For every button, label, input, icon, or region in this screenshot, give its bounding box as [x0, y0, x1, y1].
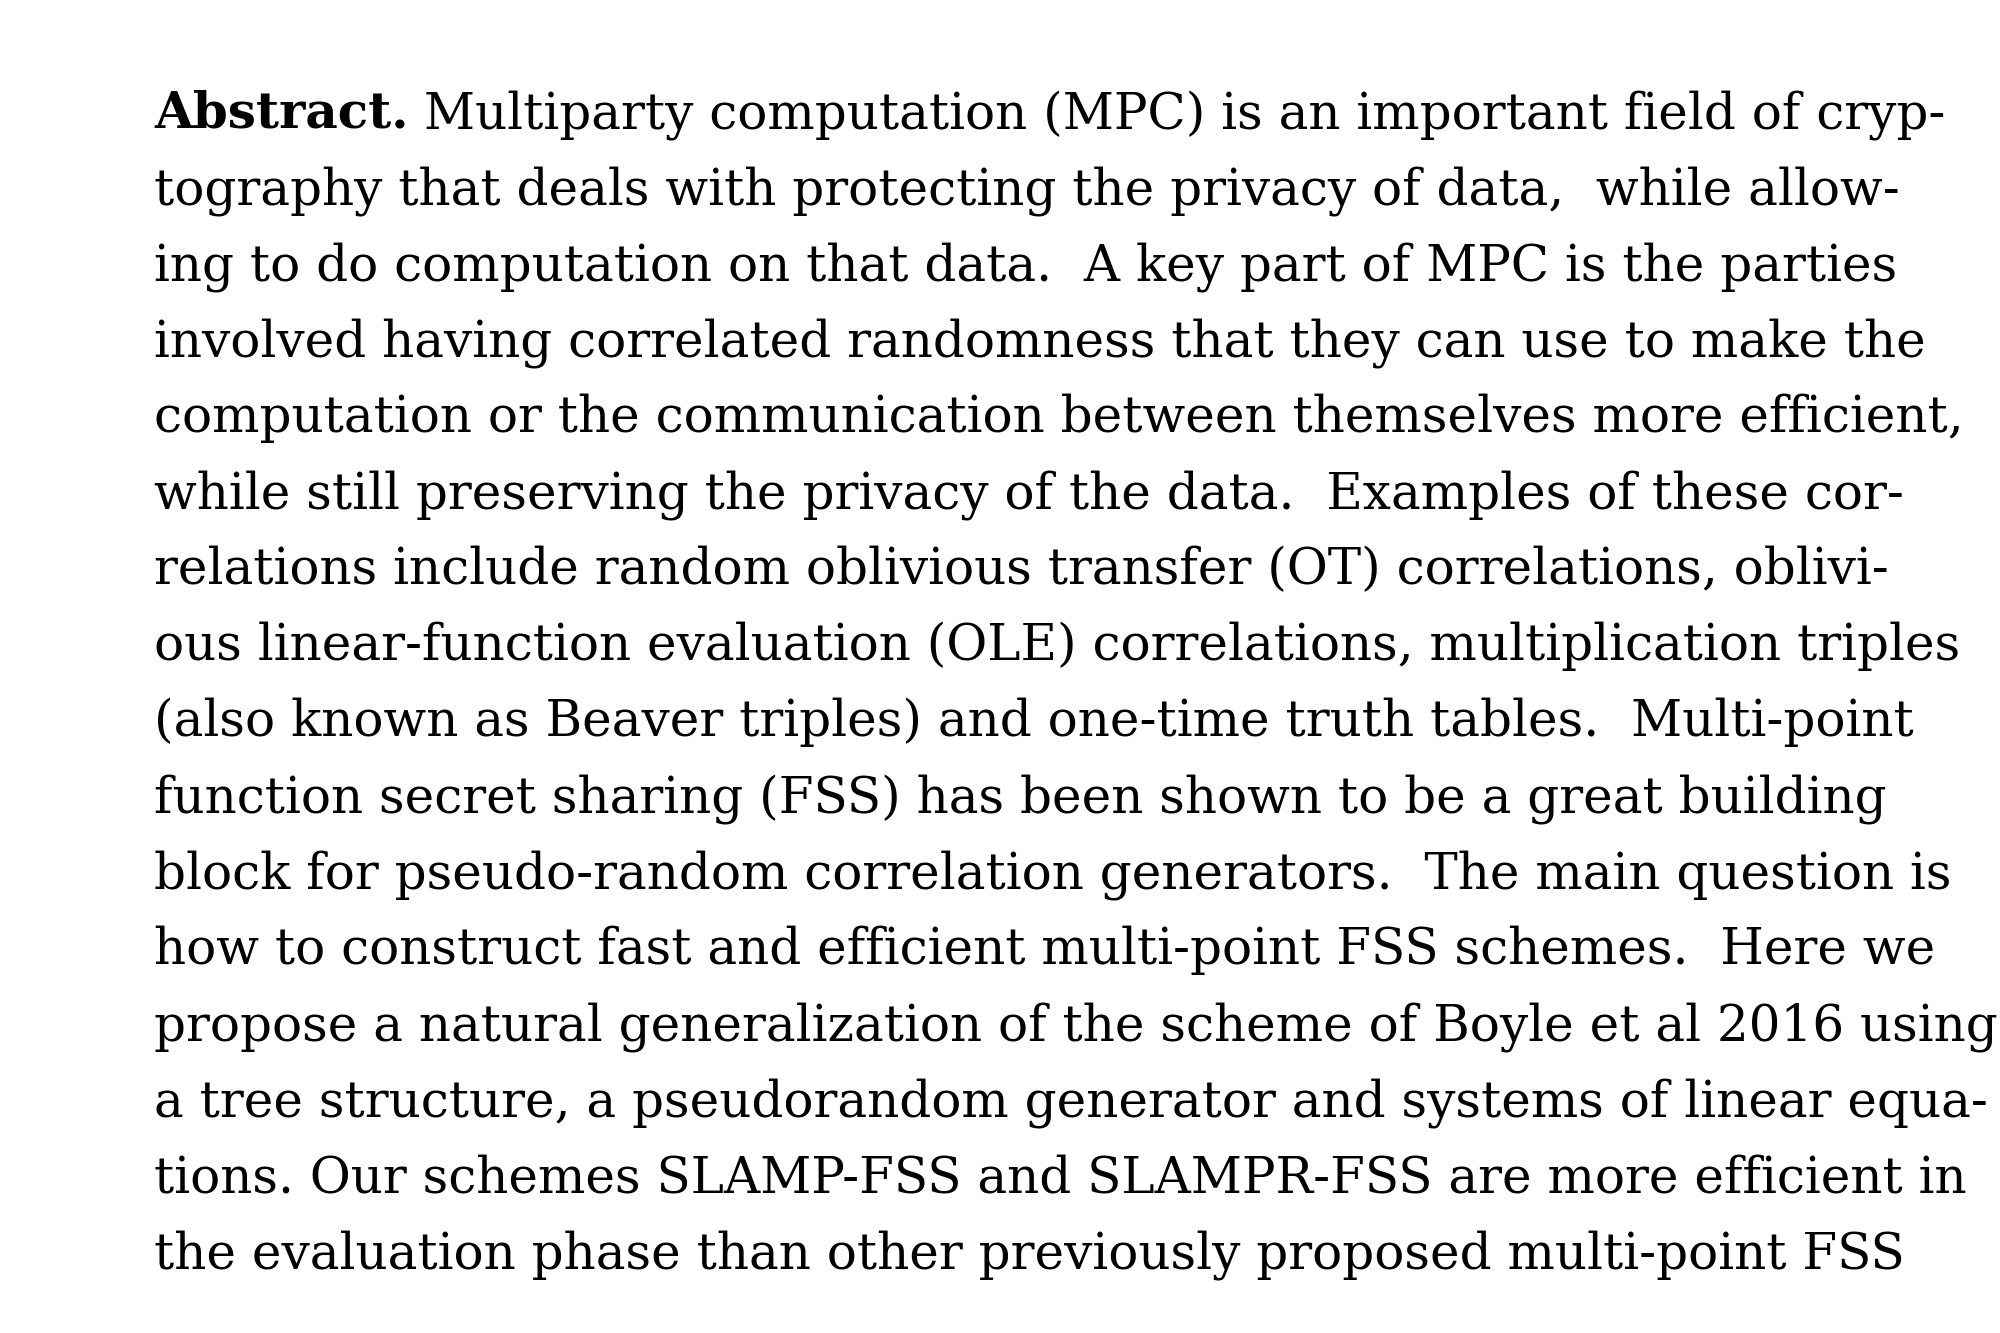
Text: (also known as Beaver triples) and one-time truth tables.  Multi-point: (also known as Beaver triples) and one-t… — [154, 698, 1914, 748]
Text: Abstract.: Abstract. — [154, 91, 408, 139]
Text: propose a natural generalization of the scheme of Boyle et al 2016 using: propose a natural generalization of the … — [154, 1002, 1998, 1052]
Text: block for pseudo-random correlation generators.  The main question is: block for pseudo-random correlation gene… — [154, 850, 1952, 900]
Text: computation or the communication between themselves more efficient,: computation or the communication between… — [154, 395, 1964, 444]
Text: tography that deals with protecting the privacy of data,  while allow-: tography that deals with protecting the … — [154, 167, 1900, 216]
Text: while still preserving the privacy of the data.  Examples of these cor-: while still preserving the privacy of th… — [154, 471, 1904, 520]
Text: Multiparty computation (MPC) is an important field of cryp-: Multiparty computation (MPC) is an impor… — [408, 91, 1946, 140]
Text: ing to do computation on that data.  A key part of MPC is the parties: ing to do computation on that data. A ke… — [154, 243, 1898, 292]
Text: relations include random oblivious transfer (OT) correlations, oblivi-: relations include random oblivious trans… — [154, 547, 1888, 596]
Text: tions. Our schemes SLAMP-FSS and SLAMPR-FSS are more efficient in: tions. Our schemes SLAMP-FSS and SLAMPR-… — [154, 1154, 1966, 1204]
Text: involved having correlated randomness that they can use to make the: involved having correlated randomness th… — [154, 319, 1926, 368]
Text: ous linear-function evaluation (OLE) correlations, multiplication triples: ous linear-function evaluation (OLE) cor… — [154, 623, 1960, 672]
Text: function secret sharing (FSS) has been shown to be a great building: function secret sharing (FSS) has been s… — [154, 774, 1886, 824]
Text: the evaluation phase than other previously proposed multi-point FSS: the evaluation phase than other previous… — [154, 1230, 1904, 1280]
Text: a tree structure, a pseudorandom generator and systems of linear equa-: a tree structure, a pseudorandom generat… — [154, 1078, 1988, 1128]
Text: how to construct fast and efficient multi-point FSS schemes.  Here we: how to construct fast and efficient mult… — [154, 926, 1936, 976]
